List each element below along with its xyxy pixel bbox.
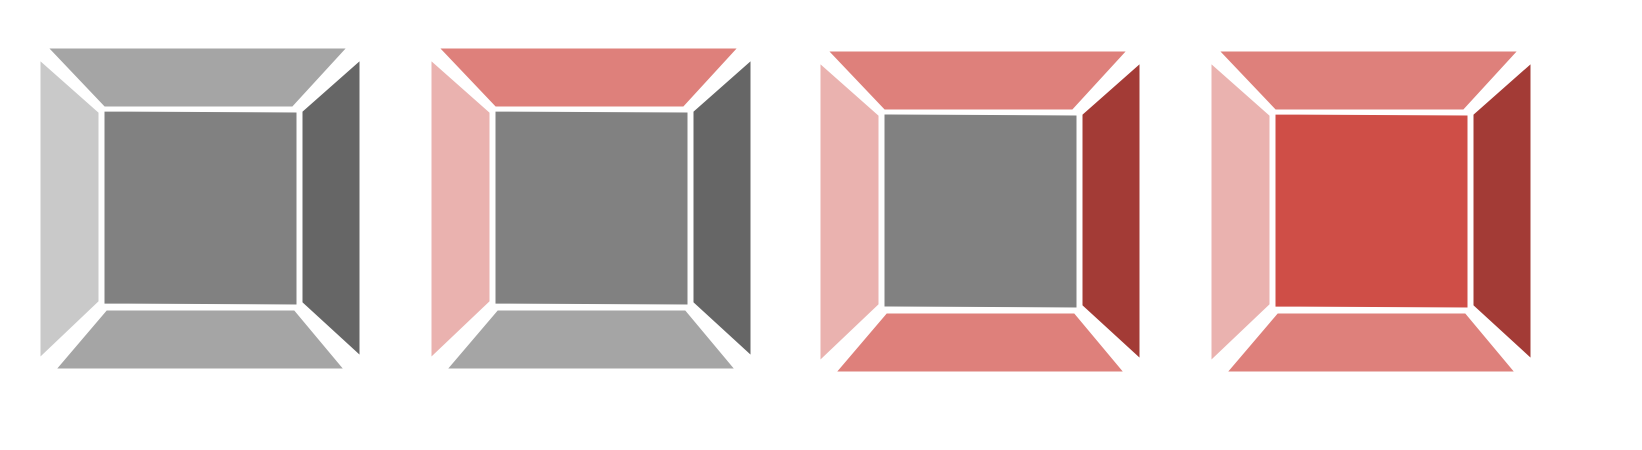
box-2 (428, 45, 754, 372)
box-1-top-face (42, 45, 353, 110)
box-2-bottom-face (441, 307, 741, 372)
boxes-layer (37, 45, 1534, 375)
box-4-bottom-face (1221, 310, 1521, 375)
box-1-right-face (299, 54, 363, 362)
box-3 (817, 48, 1143, 375)
box-2-center-face (492, 108, 691, 308)
box-1-center-face (101, 108, 300, 308)
box-1-bottom-face (50, 307, 350, 372)
box-1 (37, 45, 363, 372)
box-4-right-face (1470, 57, 1534, 365)
box-4-top-face (1213, 48, 1524, 113)
box-2-right-face (690, 54, 754, 362)
box-3-top-face (822, 48, 1133, 113)
box-3-bottom-face (830, 310, 1130, 375)
box-3-center-face (881, 111, 1080, 311)
box-1-left-face (37, 54, 102, 364)
box-2-left-face (428, 54, 493, 364)
box-4-left-face (1208, 57, 1273, 367)
box-4-center-face (1272, 111, 1471, 311)
box-4 (1208, 48, 1534, 375)
box-2-top-face (433, 45, 744, 110)
box-3-left-face (817, 57, 882, 367)
box-3-right-face (1079, 57, 1143, 365)
